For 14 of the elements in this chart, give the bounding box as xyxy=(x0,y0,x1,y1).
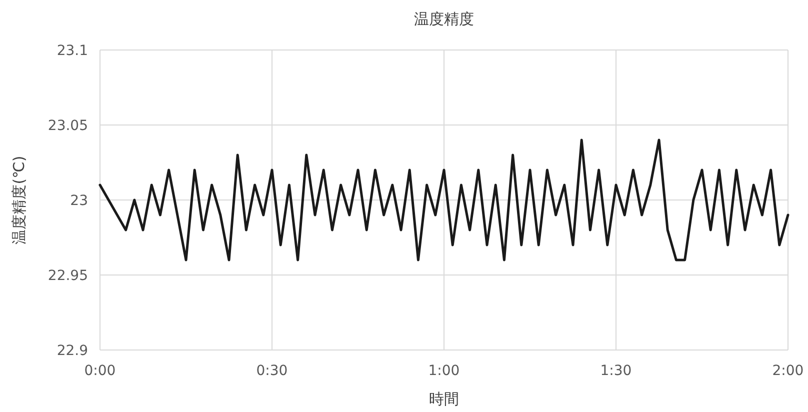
x-tick-label: 0:30 xyxy=(256,363,288,379)
y-tick-label: 23.1 xyxy=(56,43,88,59)
y-tick-label: 23.05 xyxy=(48,118,88,134)
y-tick-label: 22.9 xyxy=(56,343,88,359)
x-tick-label: 1:00 xyxy=(428,363,460,379)
y-axis-title: 温度精度(℃) xyxy=(10,156,28,244)
x-tick-label: 2:00 xyxy=(772,363,804,379)
x-tick-label: 1:30 xyxy=(600,363,632,379)
chart-title: 温度精度 xyxy=(414,10,474,28)
y-tick-label: 23 xyxy=(70,193,88,209)
x-axis-title: 時間 xyxy=(429,390,459,408)
y-tick-label: 22.95 xyxy=(48,268,88,284)
x-tick-label: 0:00 xyxy=(84,363,116,379)
line-series xyxy=(98,138,790,262)
